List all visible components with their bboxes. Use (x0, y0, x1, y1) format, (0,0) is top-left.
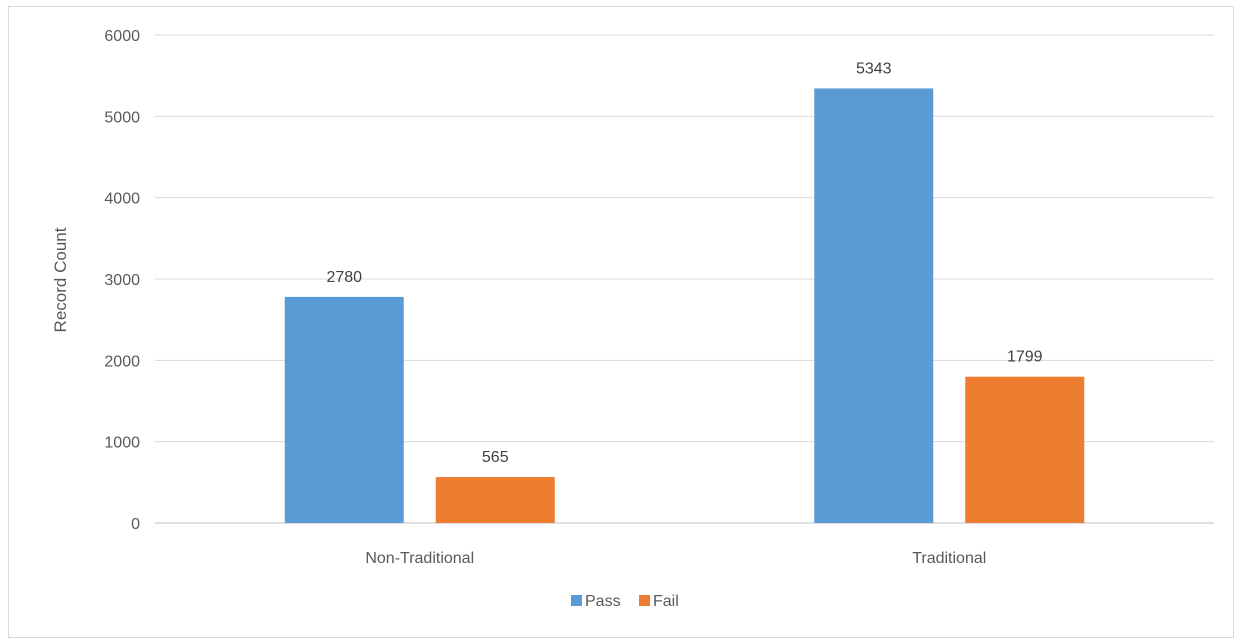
bars (284, 88, 1085, 523)
y-tick-label: 0 (131, 516, 140, 533)
data-label: 565 (482, 449, 509, 466)
data-label: 5343 (856, 60, 892, 77)
bar-fail (965, 376, 1085, 523)
legend-swatch-fail (639, 595, 650, 606)
y-axis-title: Record Count (51, 227, 70, 332)
legend-swatch-pass (571, 595, 582, 606)
bar-pass (284, 296, 404, 523)
legend: Pass Fail (571, 593, 679, 610)
legend-label-fail: Fail (653, 593, 679, 610)
legend-label-pass: Pass (585, 593, 621, 610)
y-tick-label: 4000 (104, 191, 140, 208)
bar-fail (435, 477, 555, 523)
y-axis-ticks: 0 1000 2000 3000 4000 5000 6000 (104, 28, 140, 533)
y-tick-label: 1000 (104, 435, 140, 452)
data-label: 2780 (326, 269, 362, 286)
y-tick-label: 3000 (104, 272, 140, 289)
data-label: 1799 (1007, 349, 1043, 366)
data-labels: 2780 565 5343 1799 (326, 60, 1042, 466)
y-tick-label: 5000 (104, 109, 140, 126)
bar-pass (814, 88, 934, 523)
y-tick-label: 6000 (104, 28, 140, 45)
chart-frame (8, 6, 1234, 638)
x-tick-label: Non-Traditional (365, 550, 474, 567)
x-tick-label: Traditional (912, 550, 986, 567)
y-tick-label: 2000 (104, 353, 140, 370)
x-axis-ticks: Non-Traditional Traditional (365, 550, 986, 567)
